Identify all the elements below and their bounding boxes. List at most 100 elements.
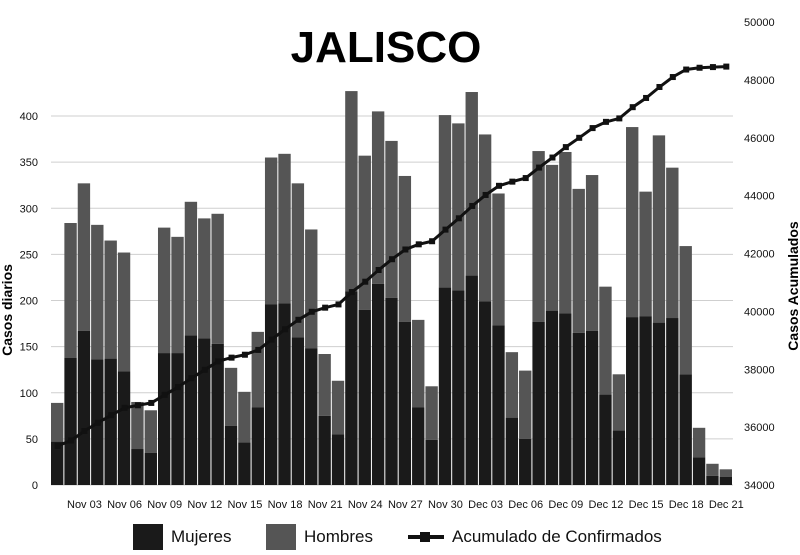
y-left-tick-label: 100 <box>20 388 38 400</box>
cumulative-point <box>148 399 155 406</box>
chart-title: JALISCO <box>291 23 482 72</box>
legend-label-mujeres: Mujeres <box>171 527 232 546</box>
cumulative-point <box>375 266 382 273</box>
legend-item-mujeres: Mujeres <box>133 524 231 550</box>
y-left-tick-label: 50 <box>26 434 38 446</box>
y-right-tick-label: 40000 <box>744 306 775 318</box>
bar-hombres <box>251 331 264 408</box>
bar-hombres <box>492 193 505 326</box>
y-right-tick-label: 36000 <box>744 422 775 434</box>
bar-hombres <box>171 236 184 354</box>
bar-mujeres <box>278 303 291 485</box>
bar-mujeres <box>238 442 251 485</box>
bar-hombres <box>532 151 545 322</box>
bar-hombres <box>438 115 452 288</box>
bar-hombres <box>666 167 679 319</box>
bar-hombres <box>692 427 706 458</box>
chart-canvas: 0 50 100 150 200 250 300 350 400 34000 36000 38000 4… <box>0 17 800 511</box>
cumulative-point <box>362 278 369 285</box>
bar-mujeres <box>438 287 452 485</box>
bar-hombres <box>412 319 425 408</box>
cumulative-point <box>629 104 636 111</box>
y-left-tick-label: 350 <box>20 157 38 169</box>
bar-hombres <box>91 224 104 360</box>
x-tick-label: Nov 12 <box>187 499 222 511</box>
x-tick-label: Dec 21 <box>709 499 744 511</box>
bar-mujeres <box>572 332 585 485</box>
bar-group <box>51 91 732 485</box>
y-right-tick-label: 44000 <box>744 191 775 203</box>
bar-mujeres <box>251 407 264 485</box>
x-tick-label: Nov 30 <box>428 499 463 511</box>
bar-mujeres <box>559 313 572 485</box>
x-tick-label: Dec 03 <box>468 499 503 511</box>
bar-mujeres <box>157 353 171 485</box>
bar-mujeres <box>692 457 706 485</box>
bar-hombres <box>612 374 626 431</box>
cumulative-point <box>696 64 703 71</box>
y-left-tick-label: 300 <box>20 203 38 215</box>
bar-mujeres <box>198 338 211 485</box>
cumulative-point <box>495 182 502 189</box>
bar-hombres <box>64 223 77 358</box>
cumulative-point <box>455 215 462 222</box>
bar-mujeres <box>478 301 492 485</box>
cumulative-point <box>576 134 583 141</box>
legend-swatch-mujeres <box>133 524 163 550</box>
legend-item-hombres: Hombres <box>266 524 373 550</box>
tick-labels: 0 50 100 150 200 250 300 350 400 34000 36000 38000 4… <box>20 17 775 511</box>
legend: Mujeres Hombres Acumulado de Confirmados <box>0 520 800 555</box>
bar-mujeres <box>264 304 278 485</box>
cumulative-point <box>389 256 395 263</box>
bar-mujeres <box>358 309 371 485</box>
x-tick-label: Nov 06 <box>107 499 142 511</box>
bar-mujeres <box>51 441 64 485</box>
bar-hombres <box>425 386 438 440</box>
legend-swatch-hombres <box>266 524 296 550</box>
x-tick-label: Nov 15 <box>227 499 262 511</box>
cumulative-point <box>549 154 556 161</box>
bar-hombres <box>505 352 519 418</box>
legend-label-hombres: Hombres <box>304 527 373 546</box>
cumulative-point <box>322 304 329 311</box>
bar-hombres <box>626 127 639 318</box>
cumulative-point <box>669 74 676 81</box>
x-tick-label: Dec 15 <box>629 499 664 511</box>
cumulative-point <box>335 301 342 308</box>
cumulative-point <box>81 428 88 435</box>
bar-mujeres <box>545 310 559 485</box>
bar-hombres <box>224 367 238 426</box>
x-tick-label: Nov 21 <box>308 499 343 511</box>
cumulative-point <box>469 202 476 209</box>
bar-mujeres <box>211 343 224 485</box>
bar-hombres <box>51 402 64 442</box>
cumulative-point <box>656 83 663 90</box>
bar-hombres <box>318 354 331 416</box>
y-right-tick-label: 50000 <box>744 17 775 29</box>
y-right-tick-label: 46000 <box>744 133 775 145</box>
cumulative-point <box>188 375 195 382</box>
bar-mujeres <box>224 425 238 485</box>
legend-label-acumulado: Acumulado de Confirmados <box>452 527 662 546</box>
cumulative-point <box>94 419 101 426</box>
bar-hombres <box>157 227 171 354</box>
x-tick-label: Dec 18 <box>669 499 704 511</box>
bar-hombres <box>144 410 157 453</box>
cumulative-point <box>308 308 315 315</box>
bar-hombres <box>131 401 144 450</box>
bar-hombres <box>77 183 91 331</box>
bar-hombres <box>305 229 318 349</box>
cumulative-point <box>295 316 302 323</box>
cumulative-point <box>108 412 115 419</box>
cumulative-point <box>134 402 141 409</box>
cumulative-point <box>255 346 262 353</box>
bar-hombres <box>639 191 652 317</box>
bar-mujeres <box>666 318 679 485</box>
bar-mujeres <box>492 325 505 485</box>
y-axis-right-label: Casos Acumulados <box>785 221 800 351</box>
bar-hombres <box>465 92 478 276</box>
x-tick-label: Nov 18 <box>268 499 303 511</box>
bar-hombres <box>478 134 492 302</box>
cumulative-point <box>602 118 609 125</box>
bar-hombres <box>104 240 117 359</box>
